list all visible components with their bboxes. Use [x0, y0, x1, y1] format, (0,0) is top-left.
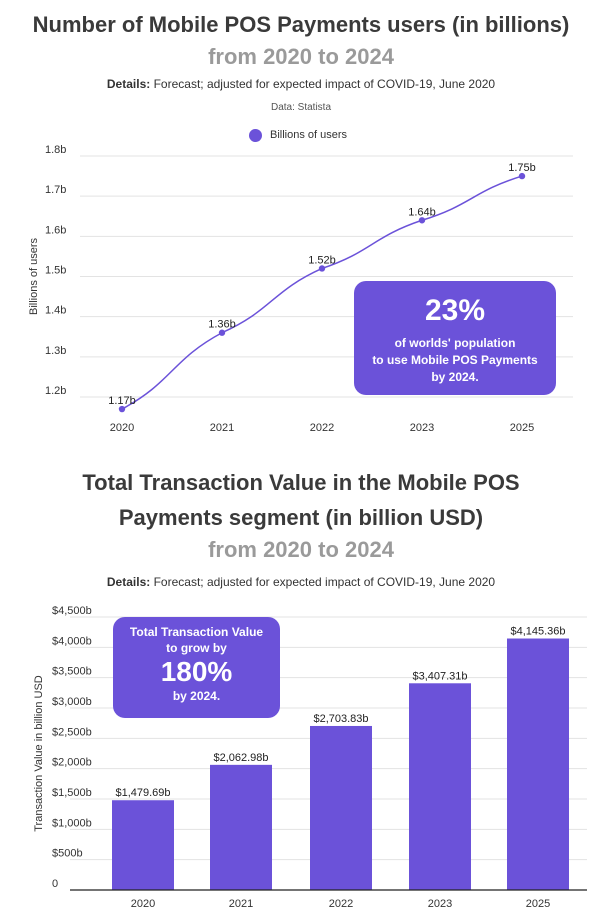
y-tick-label: 1.5b: [45, 265, 66, 277]
data-label: $4,145.36b: [510, 626, 565, 638]
legend-dot-icon: [249, 128, 262, 142]
y-tick-label: 1.8b: [45, 144, 66, 156]
chart2-details-label: Details:: [106, 575, 151, 589]
callout-line: Total Transaction Value: [129, 625, 264, 639]
data-point: [318, 265, 326, 272]
data-point: [518, 172, 526, 180]
data-label: 1.17b: [108, 395, 136, 407]
y-axis-title: Transaction Value in billion USD: [33, 675, 45, 832]
callout-line: by 2024.: [431, 370, 479, 384]
chart1-legend: Billions of users: [249, 127, 347, 143]
data-point: [118, 405, 126, 413]
chart1-details-text: Forecast; adjusted for expected impact o…: [153, 77, 496, 91]
chart2-title-line2: Payments segment (in billion USD): [118, 505, 484, 530]
data-label: 1.64b: [408, 206, 436, 218]
chart1-source: Data: Statista: [270, 102, 332, 113]
x-tick-label: 2023: [428, 898, 452, 910]
chart1-details-label: Details:: [106, 77, 151, 91]
bar: [112, 800, 174, 890]
y-tick-label: $2,500b: [52, 726, 92, 738]
x-tick-label: 2020: [131, 898, 155, 910]
chart2-subtitle: from 2020 to 2024: [208, 537, 394, 562]
chart2-details-text: Forecast; adjusted for expected impact o…: [153, 575, 496, 589]
y-tick-label: $500b: [52, 848, 83, 860]
chart2-details: Details: Forecast; adjusted for expected…: [0, 575, 602, 589]
y-tick-label: $4,500b: [52, 605, 92, 617]
callout-percent: 180%: [160, 656, 233, 687]
data-label: 1.36b: [208, 319, 236, 331]
callout-line: to grow by: [166, 641, 227, 655]
data-label: $2,703.83b: [313, 713, 368, 725]
y-tick-label: $4,000b: [52, 635, 92, 647]
chart1-title: Number of Mobile POS Payments users (in …: [32, 12, 570, 37]
callout-line: by 2024.: [172, 689, 221, 703]
y-axis-title: Billions of users: [28, 237, 40, 315]
y-tick-label: $3,500b: [52, 666, 92, 678]
callout-percent: 23%: [424, 294, 486, 327]
data-label: $2,062.98b: [213, 752, 268, 764]
callout-text: of worlds' population to use Mobile POS …: [354, 335, 556, 386]
chart1-details: Details: Forecast; adjusted for expected…: [0, 77, 602, 91]
y-tick-label: $1,000b: [52, 817, 92, 829]
callout-line: to use Mobile POS Payments: [372, 353, 538, 367]
x-tick-label: 2025: [510, 422, 534, 434]
y-tick-label: $3,000b: [52, 696, 92, 708]
bar: [310, 725, 372, 890]
data-point: [418, 217, 426, 224]
data-point: [218, 329, 226, 336]
data-label: $1,479.69b: [115, 787, 170, 799]
y-tick-label: 1.4b: [45, 305, 66, 317]
chart2-title-line1: Total Transaction Value in the Mobile PO…: [82, 470, 520, 495]
bar: [507, 638, 569, 890]
x-tick-label: 2025: [526, 898, 550, 910]
population-callout: 23% of worlds' population to use Mobile …: [354, 281, 556, 395]
y-tick-label: 0: [52, 878, 58, 890]
chart1-subtitle: from 2020 to 2024: [208, 44, 394, 69]
y-tick-label: 1.6b: [45, 224, 66, 236]
y-tick-label: $1,500b: [52, 787, 92, 799]
data-label: 1.75b: [508, 162, 536, 174]
bar: [409, 683, 471, 890]
bar: [210, 764, 272, 890]
x-tick-label: 2021: [210, 422, 234, 434]
legend-label: Billions of users: [270, 129, 348, 141]
y-tick-label: $2,000b: [52, 757, 92, 769]
x-tick-label: 2022: [329, 898, 353, 910]
x-tick-label: 2023: [410, 422, 434, 434]
data-label: $3,407.31b: [412, 670, 467, 682]
y-tick-label: 1.7b: [45, 184, 66, 196]
y-tick-label: 1.2b: [45, 385, 66, 397]
x-tick-label: 2020: [110, 422, 134, 434]
callout-line: of worlds' population: [394, 336, 516, 350]
x-tick-label: 2022: [310, 422, 334, 434]
data-label: 1.52b: [308, 254, 336, 266]
y-tick-label: 1.3b: [45, 345, 66, 357]
growth-callout: Total Transaction Value to grow by 180% …: [113, 617, 280, 718]
x-tick-label: 2021: [229, 898, 253, 910]
